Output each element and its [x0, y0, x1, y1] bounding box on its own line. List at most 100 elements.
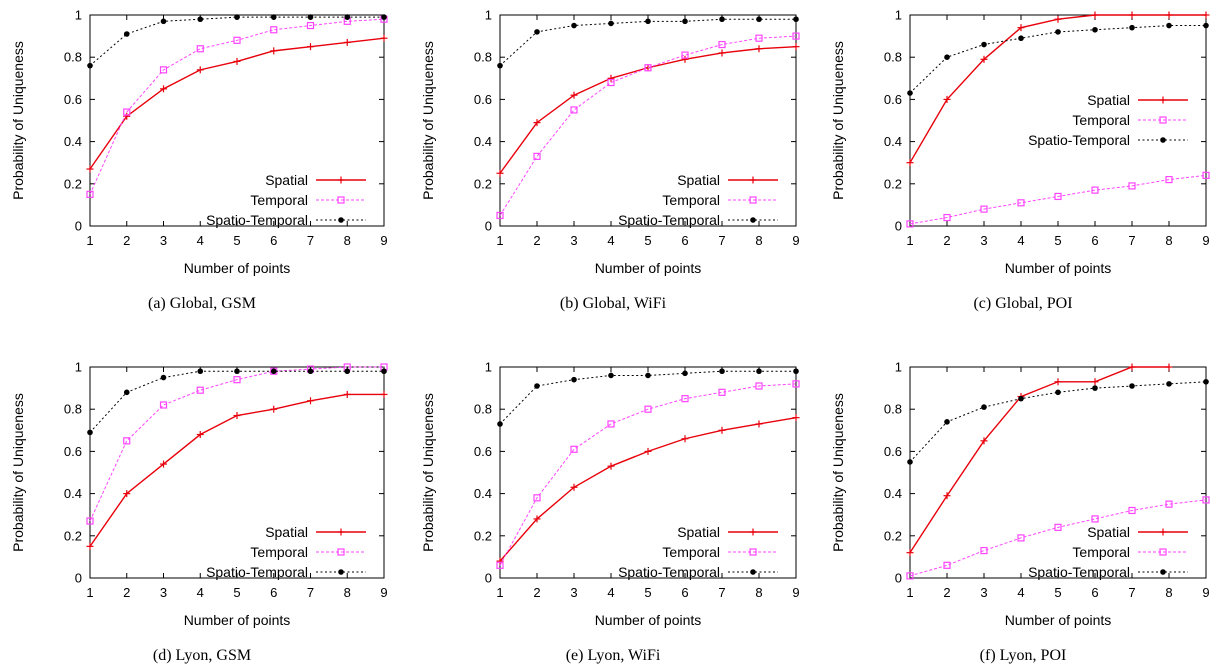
- x-tick-label: 7: [307, 585, 314, 600]
- series-temporal: [86, 363, 388, 525]
- y-tick-label: 0.8: [64, 50, 82, 65]
- data-point: [719, 368, 725, 375]
- data-point: [980, 205, 988, 213]
- series-line: [909, 499, 1207, 577]
- data-point: [1091, 11, 1099, 19]
- data-point: [534, 383, 540, 389]
- x-tick-label: 7: [307, 233, 314, 248]
- y-tick-label: 0.2: [474, 176, 492, 191]
- data-point: [570, 91, 578, 99]
- data-point: [571, 22, 577, 29]
- y-tick-label: 0: [895, 219, 902, 234]
- data-point: [197, 16, 204, 23]
- data-point: [1092, 26, 1098, 33]
- data-point: [160, 18, 167, 25]
- y-tick-label: 0.4: [474, 486, 492, 501]
- chart-panel-6: 0 0.2 0.4 0.6 0.8 1 1 2 3 4 5 6 7 8 9 Number of points P…: [830, 360, 1210, 665]
- y-tick-label: 0.8: [474, 402, 492, 417]
- data-point: [1054, 15, 1062, 23]
- legend-label: Temporal: [250, 544, 308, 560]
- y-tick-label: 0.2: [474, 528, 492, 543]
- chart-panel-4: 0 0.2 0.4 0.6 0.8 1 1 2 3 4 5 6 7 8 9 Number of points P…: [10, 360, 388, 665]
- data-point: [756, 16, 762, 23]
- x-tick-label: 3: [570, 585, 577, 600]
- series-line: [499, 35, 797, 216]
- figure-caption: (c) Global, POI: [973, 295, 1072, 312]
- x-tick-label: 4: [197, 585, 204, 600]
- data-point: [1018, 35, 1024, 42]
- y-tick-label: 0.6: [474, 444, 492, 459]
- data-point: [233, 412, 241, 420]
- legend-label: Temporal: [662, 192, 720, 208]
- y-tick-label: 0: [75, 571, 82, 586]
- data-point: [906, 159, 914, 167]
- data-point: [906, 549, 914, 557]
- data-point: [755, 420, 763, 428]
- figure-caption: (f) Lyon, POI: [980, 647, 1067, 664]
- x-tick-label: 8: [344, 233, 351, 248]
- legend-swatch-marker: [749, 528, 757, 536]
- data-point: [307, 14, 314, 20]
- x-tick-label: 3: [570, 233, 577, 248]
- data-point: [1092, 385, 1098, 391]
- legend-label: Spatio-Temporal: [206, 564, 308, 580]
- series-spatial: [496, 43, 800, 177]
- data-point: [943, 492, 951, 500]
- data-point: [123, 490, 131, 498]
- data-point: [343, 38, 351, 46]
- data-point: [234, 14, 240, 20]
- series-spatial: [86, 390, 388, 550]
- x-tick-label: 9: [1202, 585, 1209, 600]
- x-tick-label: 2: [533, 233, 540, 248]
- x-tick-label: 6: [270, 585, 277, 600]
- data-point: [123, 31, 130, 37]
- data-point: [233, 36, 241, 44]
- data-point: [644, 64, 652, 72]
- data-point: [571, 376, 577, 383]
- data-point: [607, 78, 615, 87]
- x-tick-label: 8: [1165, 585, 1172, 600]
- y-tick-label: 0: [895, 571, 902, 586]
- data-point: [607, 462, 615, 470]
- data-point: [270, 14, 277, 20]
- data-point: [1202, 11, 1210, 19]
- legend-swatch-marker: [1159, 548, 1167, 556]
- data-point: [1128, 182, 1136, 190]
- data-point: [570, 445, 578, 453]
- data-point: [681, 55, 689, 63]
- legend-label: Temporal: [1072, 544, 1130, 560]
- legend-label: Temporal: [250, 192, 308, 208]
- data-point: [644, 447, 652, 455]
- data-point: [792, 380, 800, 388]
- data-point: [496, 561, 504, 569]
- data-point: [1055, 389, 1061, 396]
- x-tick-label: 9: [792, 233, 799, 248]
- legend-label: Spatio-Temporal: [618, 564, 720, 580]
- legend-swatch-marker: [338, 217, 344, 223]
- legend-swatch-marker: [1160, 137, 1166, 143]
- data-point: [1166, 22, 1172, 29]
- data-point: [344, 368, 351, 375]
- data-point: [792, 43, 800, 51]
- figure-caption: (a) Global, GSM: [148, 295, 256, 312]
- y-tick-label: 0.4: [64, 486, 82, 501]
- x-axis-label: Number of points: [595, 260, 702, 276]
- x-tick-label: 8: [344, 585, 351, 600]
- plot-frame: [89, 366, 385, 579]
- series-spatio-temporal: [907, 22, 1209, 96]
- data-point: [1128, 363, 1136, 371]
- data-point: [756, 368, 762, 375]
- x-tick-label: 6: [681, 233, 688, 248]
- data-point: [533, 152, 541, 160]
- y-tick-label: 0: [75, 219, 82, 234]
- data-point: [1203, 22, 1209, 29]
- data-point: [1165, 363, 1173, 371]
- data-point: [381, 14, 387, 20]
- figure-caption: (d) Lyon, GSM: [153, 647, 251, 664]
- y-axis-label: Probability of Uniqueness: [420, 393, 436, 552]
- data-point: [1091, 515, 1099, 523]
- series-spatial: [86, 34, 388, 173]
- x-tick-label: 6: [1091, 233, 1098, 248]
- x-axis-label: Number of points: [184, 260, 291, 276]
